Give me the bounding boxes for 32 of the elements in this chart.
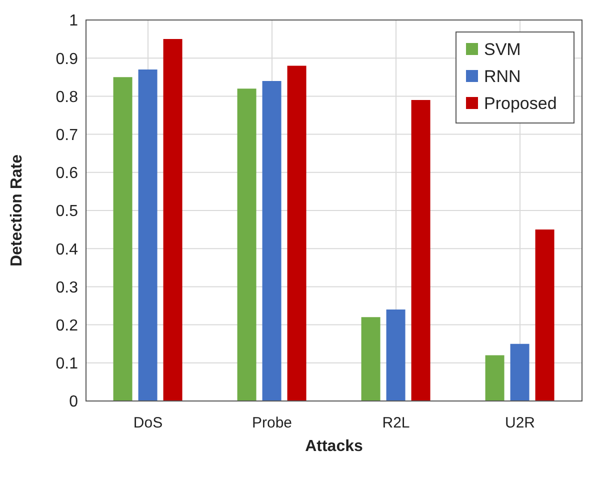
bar [113,77,132,401]
y-tick-label: 0.1 [56,356,78,373]
x-tick-label: DoS [133,414,163,432]
bar [361,317,380,401]
bar [485,355,504,401]
legend-label: Proposed [484,94,557,113]
bar [163,39,182,401]
bar [535,230,554,401]
bar [237,88,256,401]
x-tick-label: U2R [504,414,536,432]
y-axis-title: Detection Rate [8,154,26,267]
x-tick-label: R2L [382,414,410,432]
y-tick-label: 0 [69,394,78,411]
y-tick-label: 0.5 [56,203,78,220]
y-tick-label: 0.4 [56,241,78,258]
legend-label: RNN [484,67,521,86]
bar [262,80,282,401]
y-tick-label: 0.8 [56,88,78,106]
y-tick-label: 0.9 [56,50,78,68]
bar [510,344,530,401]
bar [386,310,406,401]
y-tick-label: 1 [69,12,78,30]
bar [411,100,430,401]
x-axis-title: Attacks [305,438,363,455]
y-tick-label: 0.2 [56,317,78,334]
bar [138,70,158,401]
y-tick-label: 0.7 [56,126,78,144]
y-tick-label: 0.6 [56,165,78,182]
legend-label: SVM [484,40,521,59]
bar [287,66,306,401]
x-tick-label: Probe [252,414,292,432]
y-tick-label: 0.3 [56,279,78,296]
